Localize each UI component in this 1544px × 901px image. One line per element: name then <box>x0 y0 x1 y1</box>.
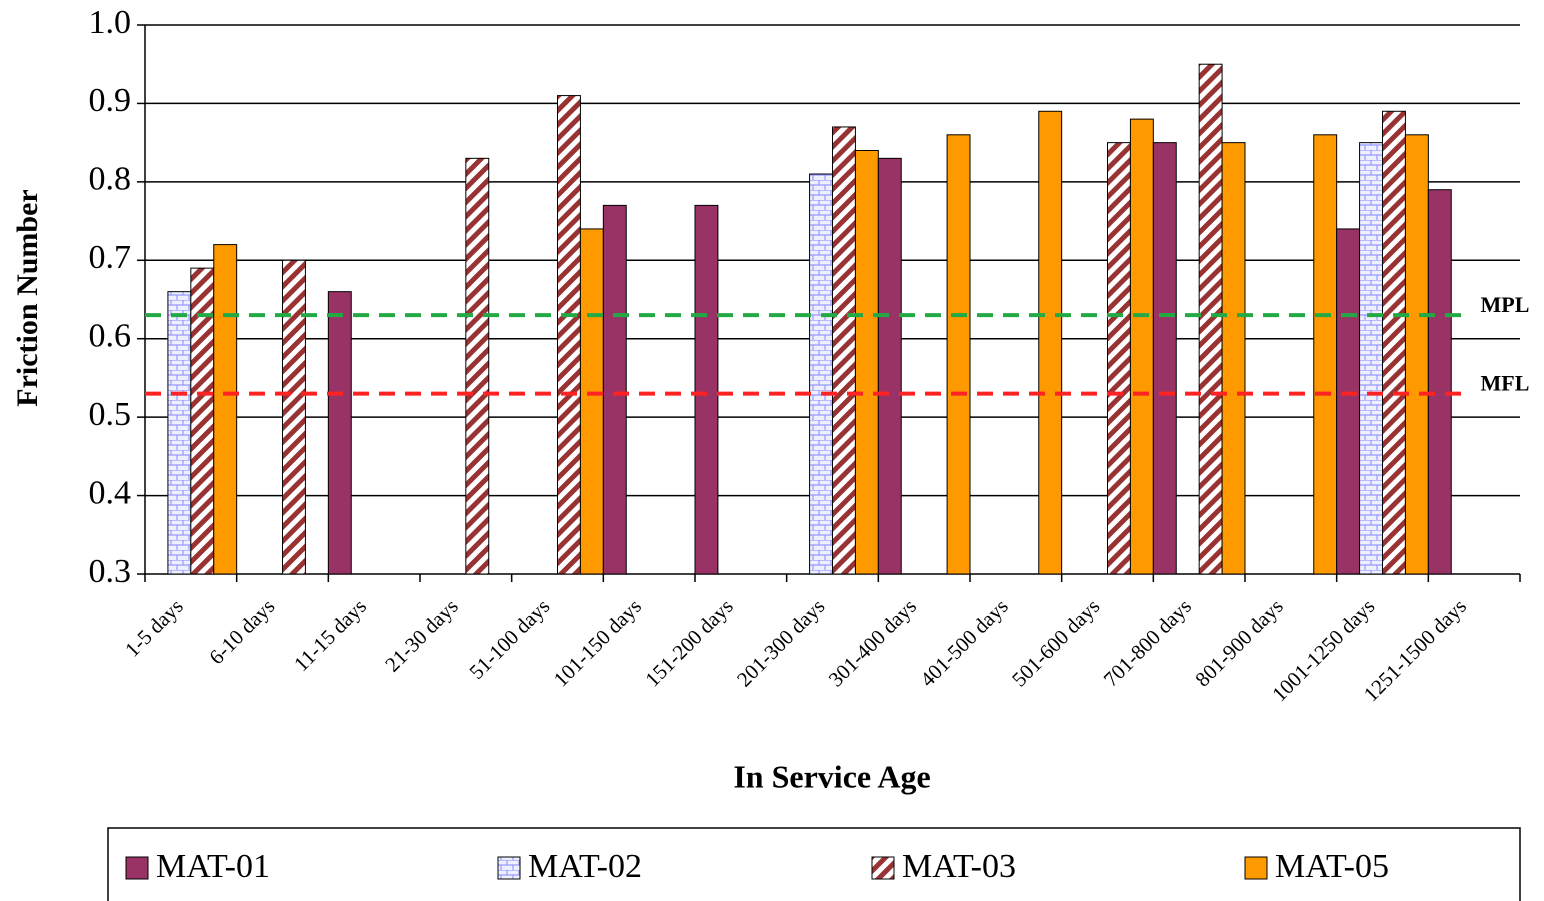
legend-label: MAT-05 <box>1275 848 1389 885</box>
legend-label: MAT-03 <box>902 848 1016 885</box>
bar <box>1336 228 1361 575</box>
x-tick-label: 501-600 days <box>1007 594 1104 691</box>
x-tick-label: 11-15 days <box>289 594 371 676</box>
bar <box>694 204 719 575</box>
y-tick-label: 0.4 <box>89 474 132 511</box>
bar <box>1221 142 1246 575</box>
bar <box>1404 134 1429 575</box>
y-tick-label: 0.9 <box>89 82 132 119</box>
bar <box>809 173 833 575</box>
bar <box>1152 142 1177 575</box>
x-tick-label: 401-500 days <box>915 594 1012 691</box>
legend-box <box>107 827 1521 901</box>
bar <box>579 228 604 575</box>
legend-swatch <box>497 856 521 880</box>
bar <box>1359 142 1384 575</box>
legend-swatch <box>1244 856 1268 880</box>
bar <box>1198 63 1223 575</box>
bar <box>282 259 306 575</box>
bar <box>1107 142 1131 575</box>
x-tick-label: 21-30 days <box>380 594 463 677</box>
bar <box>1382 110 1406 575</box>
x-tick-label: 801-900 days <box>1190 594 1287 691</box>
x-tick-label: 151-200 days <box>640 594 737 691</box>
y-tick-label: 0.5 <box>89 396 132 433</box>
y-axis-label: Friction Number <box>11 189 44 406</box>
bar <box>854 149 879 575</box>
y-tick-label: 0.7 <box>89 239 132 276</box>
legend-label: MAT-01 <box>156 848 270 885</box>
bar <box>557 95 581 575</box>
bar <box>1427 189 1452 575</box>
x-tick-label: 6-10 days <box>204 594 279 669</box>
y-tick-label: 1.0 <box>89 4 132 41</box>
reference-label: MPL <box>1481 292 1530 317</box>
bar <box>1038 110 1063 575</box>
x-tick-label: 701-800 days <box>1099 594 1196 691</box>
bar <box>1129 118 1154 575</box>
bar <box>602 204 627 575</box>
bar <box>465 157 490 575</box>
bar <box>1313 134 1338 575</box>
y-tick-label: 0.8 <box>89 161 132 198</box>
legend-swatch <box>871 856 895 880</box>
y-tick-label: 0.3 <box>89 553 132 590</box>
legend-label: MAT-02 <box>528 848 642 885</box>
bar <box>213 244 238 575</box>
bar <box>832 126 856 575</box>
x-axis-label: In Service Age <box>733 758 930 794</box>
x-tick-label: 101-150 days <box>549 594 646 691</box>
reference-label: MFL <box>1481 371 1530 396</box>
x-tick-label: 1-5 days <box>120 594 188 662</box>
bar <box>167 291 192 575</box>
y-tick-label: 0.6 <box>89 318 132 355</box>
x-tick-label: 51-100 days <box>464 594 554 684</box>
bar <box>877 157 902 575</box>
bar <box>327 291 352 575</box>
legend-swatch <box>125 856 149 880</box>
x-tick-label: 201-300 days <box>732 594 829 691</box>
bar <box>946 134 971 575</box>
x-tick-label: 301-400 days <box>824 594 921 691</box>
